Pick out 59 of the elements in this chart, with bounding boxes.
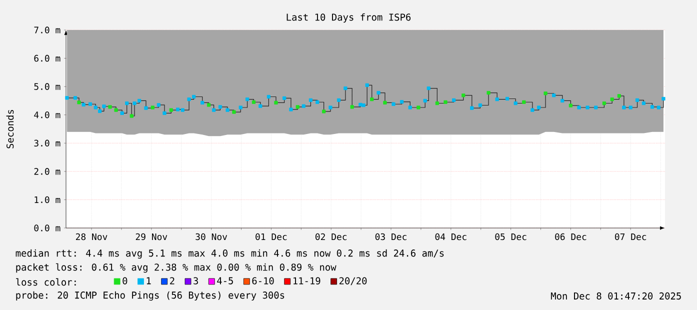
point xyxy=(462,94,466,98)
point xyxy=(150,106,154,110)
y-tick-label: 7.0 m xyxy=(34,26,60,34)
point xyxy=(296,105,300,109)
point xyxy=(232,110,236,114)
y-tick-label: 6.0 m xyxy=(34,54,60,62)
y-tick-label: 3.0 m xyxy=(34,140,60,147)
legend-label: 11-19 xyxy=(294,277,320,284)
point xyxy=(444,100,448,104)
point xyxy=(416,106,420,110)
point xyxy=(274,100,278,104)
legend-label: 0 xyxy=(122,277,128,284)
point xyxy=(486,91,490,95)
x-tick-label: 03 Dec xyxy=(375,233,406,240)
legend-label: 6-10 xyxy=(252,277,274,284)
text: probe: 20 ICMP Echo Pings (56 Bytes) every 300s xyxy=(16,291,284,301)
x-tick-label: 30 Nov xyxy=(196,233,228,240)
point xyxy=(544,92,548,96)
chart-title: Last 10 Days from ISP6 xyxy=(286,13,411,23)
y-tick-label: 2.0 m xyxy=(34,168,60,175)
x-tick-label: 01 Dec xyxy=(256,233,287,240)
point xyxy=(435,101,439,106)
point xyxy=(617,94,621,98)
point xyxy=(370,98,374,102)
legend-label: 2 xyxy=(170,277,174,284)
x-tick-label: 07 Dec xyxy=(614,233,646,240)
x-tick-label: 05 Dec xyxy=(495,233,526,240)
x-tick-label: 04 Dec xyxy=(435,233,466,240)
point xyxy=(322,110,326,114)
x-tick-label: 06 Dec xyxy=(555,233,586,240)
text: packet loss: 0.61 % avg 2.38 % max 0.00 % min 0.89 % now xyxy=(16,263,336,273)
y-tick-label: 1.0 m xyxy=(34,196,60,204)
text: Mon Dec 8 01:47:20 2025 xyxy=(550,292,681,300)
legend-label: 3 xyxy=(194,277,198,284)
y-tick-label: 5.0 m xyxy=(34,83,60,90)
point xyxy=(602,101,606,106)
point xyxy=(610,98,614,102)
point xyxy=(77,100,81,104)
y-tick-label: 0.0 m xyxy=(34,224,60,232)
text: median rtt: 4.4 ms avg 5.1 ms max 4.0 ms min 4.6 ms now 0.2 ms sd 24.6 am/s xyxy=(16,249,444,259)
point xyxy=(568,104,572,108)
legend-label: 20/20 xyxy=(339,277,367,286)
legend-title: loss color: xyxy=(16,278,76,286)
point xyxy=(169,108,173,112)
point xyxy=(207,103,211,107)
point xyxy=(130,114,134,118)
point xyxy=(114,108,118,112)
y-axis-title: Seconds xyxy=(6,110,14,148)
x-tick-label: 28 Nov xyxy=(76,233,108,240)
point xyxy=(252,100,256,104)
point xyxy=(108,105,112,109)
x-tick-label: 29 Nov xyxy=(136,233,168,240)
y-tick-label: 4.0 m xyxy=(34,111,60,118)
legend-label: 4-5 xyxy=(217,277,233,284)
point xyxy=(383,100,387,104)
point xyxy=(522,100,526,104)
point xyxy=(350,105,354,109)
x-tick-label: 02 Dec xyxy=(315,233,347,240)
legend-label: 1 xyxy=(146,277,151,284)
